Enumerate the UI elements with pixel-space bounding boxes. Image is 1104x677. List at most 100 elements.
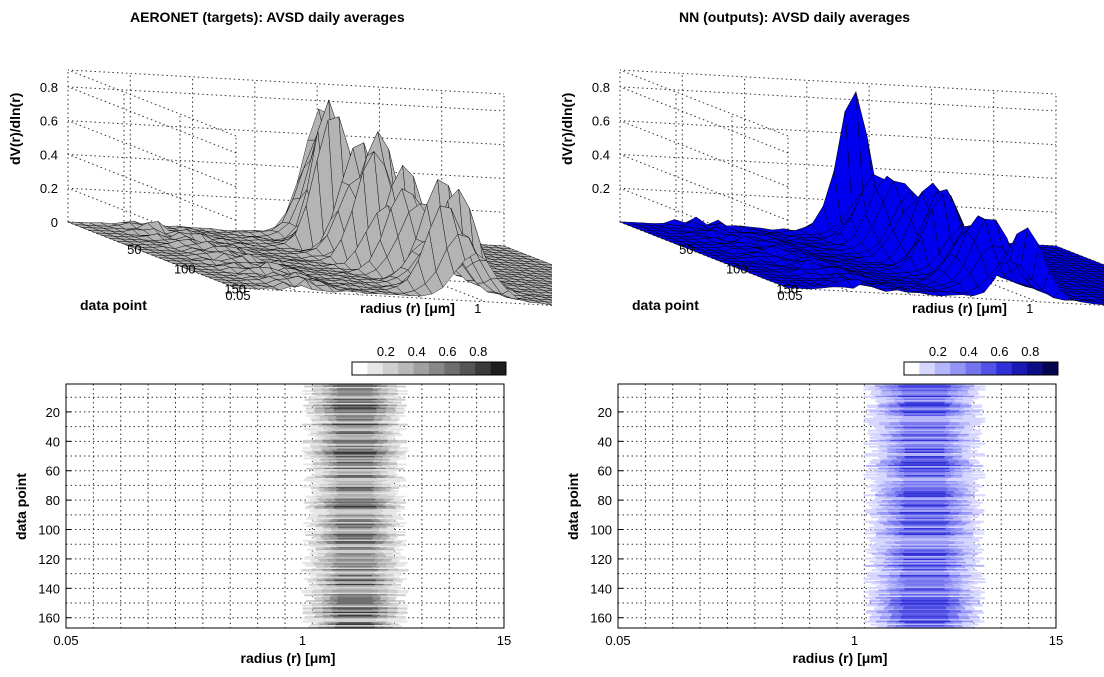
contour-fill bbox=[335, 417, 375, 420]
z-tick-label: 0.2 bbox=[592, 181, 610, 196]
contour-fill bbox=[903, 482, 946, 485]
contour-fill bbox=[337, 394, 373, 397]
y-tick-label: 120 bbox=[38, 552, 60, 567]
grid-line bbox=[787, 287, 1104, 306]
y-tick-label: 80 bbox=[598, 493, 612, 508]
contour-fill bbox=[901, 389, 948, 392]
contour-fill bbox=[902, 481, 947, 484]
colorbar-swatch bbox=[475, 362, 492, 375]
contour-fill bbox=[902, 394, 948, 397]
contour-fill bbox=[899, 432, 950, 435]
surface-cell bbox=[542, 264, 552, 268]
contour-fill bbox=[898, 557, 951, 560]
contour-fill bbox=[905, 579, 945, 582]
contour-fill bbox=[336, 605, 374, 609]
contour-fill bbox=[333, 507, 377, 510]
contour-fill bbox=[338, 526, 373, 529]
contour-fill bbox=[338, 488, 372, 491]
contour-fill bbox=[903, 535, 947, 538]
grid-line bbox=[67, 187, 505, 255]
contour-fill bbox=[898, 454, 951, 457]
contour-fill bbox=[337, 435, 373, 438]
contour-fill bbox=[899, 610, 950, 613]
contour-fill bbox=[334, 476, 377, 479]
contour-fill bbox=[333, 563, 378, 566]
contour-fill bbox=[903, 426, 946, 429]
contour-fill bbox=[903, 428, 946, 431]
colorbar-swatch bbox=[981, 362, 997, 375]
contour-fill bbox=[898, 417, 951, 420]
contour-fill bbox=[337, 472, 373, 475]
contour-fill bbox=[332, 389, 378, 392]
x-axis-label: radius (r) [μm] bbox=[360, 300, 455, 316]
contour-fill bbox=[898, 529, 951, 532]
surface-cell bbox=[1093, 296, 1104, 301]
contour-fill bbox=[331, 569, 379, 572]
contour-fill bbox=[903, 425, 946, 428]
contour-fill bbox=[332, 544, 378, 547]
contour-fill bbox=[901, 500, 948, 503]
x-axis-label: radius (r) [μm] bbox=[912, 300, 1007, 316]
contour-fill bbox=[333, 467, 377, 470]
colorbar-swatch bbox=[1011, 362, 1028, 375]
contour-fill bbox=[901, 392, 949, 395]
y-tick-label: 100 bbox=[590, 523, 612, 538]
contour-fill bbox=[335, 553, 376, 556]
contour-fill bbox=[904, 625, 945, 628]
surface-cell bbox=[1091, 285, 1104, 289]
contour-fill bbox=[334, 541, 376, 544]
colorbar: 0.2 0.4 0.6 0.8 bbox=[903, 344, 1059, 376]
surface-cell bbox=[1097, 301, 1104, 306]
colorbar-tick-label: 0.8 bbox=[469, 344, 487, 359]
contour-fill bbox=[901, 582, 948, 585]
contour-fill bbox=[332, 423, 379, 426]
contour-fill bbox=[338, 554, 372, 557]
aeronet-contour-plot: 0.2 0.4 0.6 0.8 20 40 60 80 100 120 140 160 data poi… bbox=[13, 344, 511, 666]
contour-fill bbox=[899, 551, 950, 554]
contour-fill bbox=[898, 476, 951, 479]
surface-cell bbox=[551, 278, 552, 280]
contour-fill bbox=[900, 594, 949, 597]
contour-fill bbox=[337, 470, 373, 473]
contour-fill bbox=[898, 564, 951, 567]
contour-fill bbox=[333, 408, 377, 412]
colorbar-tick-label: 0.4 bbox=[408, 344, 426, 359]
contour-fill bbox=[335, 510, 375, 513]
contour-fill bbox=[332, 591, 378, 594]
contour-fill bbox=[335, 429, 375, 432]
surface-cell bbox=[1101, 292, 1104, 294]
surface-cell bbox=[540, 278, 552, 282]
surface-cell bbox=[541, 296, 552, 301]
contour-fill bbox=[333, 594, 378, 597]
y-tick-label: 100 bbox=[726, 262, 748, 277]
contour-fill bbox=[332, 617, 378, 620]
contour-fill bbox=[335, 481, 375, 484]
surface-cell bbox=[534, 294, 552, 299]
contour-fill bbox=[337, 614, 373, 617]
contour-fill bbox=[336, 384, 374, 387]
contour-fill bbox=[335, 542, 375, 545]
contour-fill bbox=[900, 460, 949, 463]
surface-cell bbox=[544, 276, 552, 280]
nn-surface-plot: 0.2 0.4 0.6 0.8 dV(r)/dln(r) 50 100 150 data poi… bbox=[559, 69, 1104, 316]
contour-fill bbox=[899, 572, 950, 575]
contour-fill bbox=[904, 456, 945, 459]
contour-fill bbox=[900, 600, 949, 603]
contour-fill bbox=[900, 560, 949, 563]
contour-fill bbox=[900, 410, 949, 413]
contour-fill bbox=[898, 580, 951, 584]
colorbar-swatch bbox=[413, 362, 430, 375]
colorbar-tick-label: 0.2 bbox=[929, 344, 947, 359]
x-tick-label: 1 bbox=[1026, 301, 1033, 316]
contour-fill bbox=[903, 400, 946, 403]
contour-fill bbox=[903, 486, 946, 489]
z-tick-label: 0.4 bbox=[40, 147, 58, 162]
x-tick-label: 1 bbox=[474, 301, 481, 316]
contour-fill bbox=[336, 535, 374, 538]
contour-fill bbox=[904, 567, 945, 570]
aeronet-surface-plot: 0 0.2 0.4 0.6 0.8 dV(r)/dln(r) 50 100 150 data po… bbox=[7, 69, 552, 316]
contour-fill bbox=[901, 623, 949, 626]
contour-fill bbox=[903, 542, 946, 545]
contour-fill bbox=[337, 406, 373, 409]
y-tick-label: 160 bbox=[590, 611, 612, 626]
